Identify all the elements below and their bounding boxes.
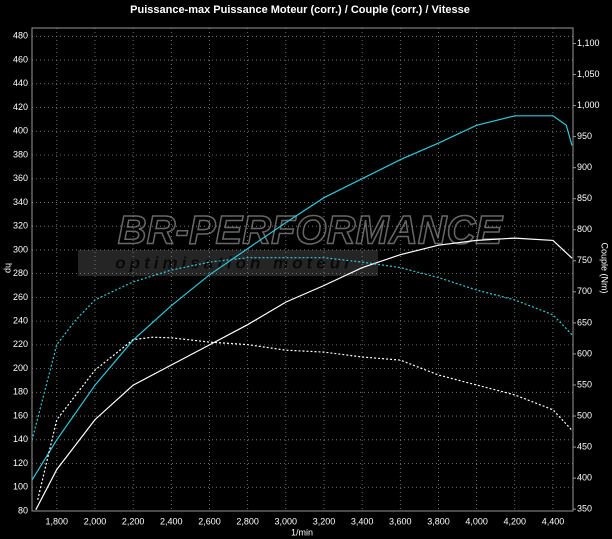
y2-tick-label: 1,100: [577, 38, 600, 48]
y2-tick-label: 950: [577, 131, 592, 141]
x-tick-label: 3,000: [275, 516, 298, 526]
x-tick-label: 2,600: [198, 516, 221, 526]
y-axis-label: hp: [4, 263, 14, 273]
y-tick-label: 240: [13, 315, 28, 325]
watermark-title: BR-PERFORMANCE: [118, 209, 504, 253]
y-tick-label: 380: [13, 149, 28, 159]
series-line: [31, 257, 573, 441]
series-line: [35, 237, 573, 511]
x-tick-label: 3,400: [351, 516, 374, 526]
y2-tick-label: 600: [577, 348, 592, 358]
y-tick-label: 180: [13, 387, 28, 397]
y2-tick-label: 500: [577, 410, 592, 420]
y-tick-label: 360: [13, 173, 28, 183]
x-tick-label: 4,400: [542, 516, 565, 526]
y-tick-label: 260: [13, 292, 28, 302]
x-tick-label: 2,800: [236, 516, 259, 526]
y-tick-label: 80: [18, 505, 28, 515]
y-tick-label: 220: [13, 339, 28, 349]
y-tick-label: 420: [13, 102, 28, 112]
y-tick-label: 340: [13, 197, 28, 207]
y2-tick-label: 750: [577, 255, 592, 265]
y2-tick-label: 850: [577, 193, 592, 203]
y-tick-label: 100: [13, 482, 28, 492]
x-tick-label: 3,200: [313, 516, 336, 526]
y2-axis-label: Couple (Nm): [600, 242, 610, 293]
y2-tick-label: 650: [577, 317, 592, 327]
x-axis-label: 1/min: [291, 527, 313, 537]
x-tick-label: 2,200: [122, 516, 145, 526]
y2-tick-label: 800: [577, 224, 592, 234]
y2-tick-label: 700: [577, 286, 592, 296]
y-tick-label: 140: [13, 434, 28, 444]
y2-tick-label: 450: [577, 441, 592, 451]
y-tick-label: 300: [13, 244, 28, 254]
y-tick-label: 320: [13, 221, 28, 231]
watermark-subtitle: optimisation moteur: [115, 253, 354, 272]
series-line: [31, 115, 573, 481]
y2-tick-label: 350: [577, 504, 592, 514]
x-tick-label: 2,400: [160, 516, 183, 526]
y-tick-label: 480: [13, 31, 28, 41]
y-tick-label: 440: [13, 78, 28, 88]
plot-frame: [31, 27, 574, 512]
y-tick-label: 280: [13, 268, 28, 278]
y-tick-label: 160: [13, 410, 28, 420]
y-tick-label: 120: [13, 458, 28, 468]
x-tick-label: 3,800: [427, 516, 450, 526]
y-tick-label: 400: [13, 126, 28, 136]
y2-tick-label: 1,050: [577, 69, 600, 79]
y2-tick-label: 1,000: [577, 100, 600, 110]
y-tick-label: 200: [13, 363, 28, 373]
x-tick-label: 2,000: [84, 516, 107, 526]
x-tick-label: 4,200: [504, 516, 527, 526]
y2-tick-label: 400: [577, 472, 592, 482]
series-line: [37, 336, 573, 500]
x-tick-label: 1,800: [46, 516, 69, 526]
y2-tick-label: 550: [577, 379, 592, 389]
y2-tick-label: 900: [577, 162, 592, 172]
x-tick-label: 3,600: [389, 516, 412, 526]
x-tick-label: 4,000: [465, 516, 488, 526]
watermark-band: [78, 250, 378, 276]
y-tick-label: 460: [13, 54, 28, 64]
chart-title: Puissance-max Puissance Moteur (corr.) /…: [130, 4, 470, 16]
